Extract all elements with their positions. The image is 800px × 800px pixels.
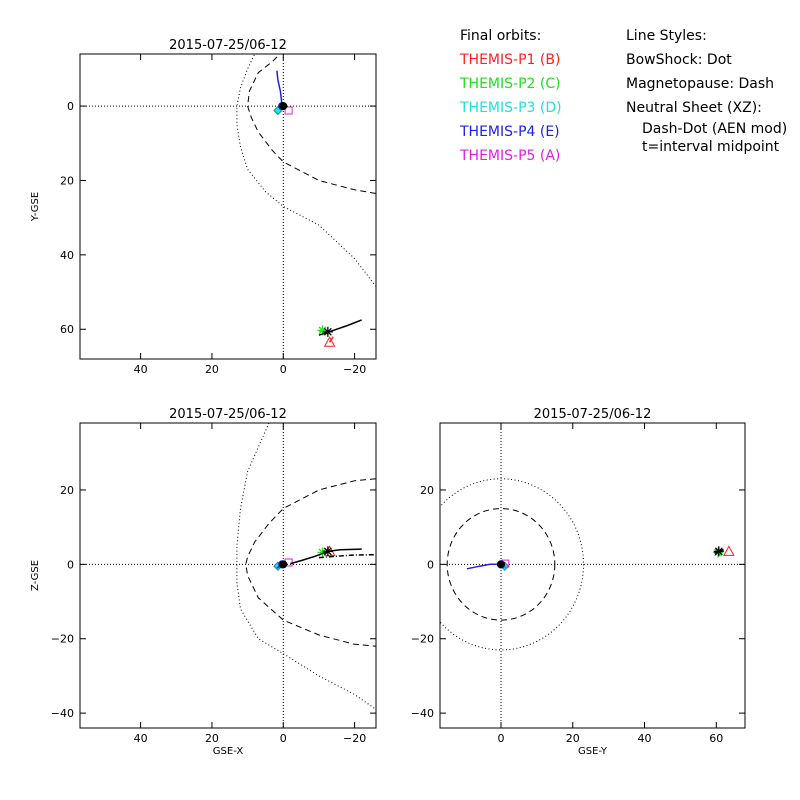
x-tick-label: 40 [638, 732, 652, 745]
bowshock-circle [440, 478, 585, 651]
panel-1-plot-area [80, 54, 376, 359]
series-path-themis-p4-e [466, 563, 501, 570]
bowshock-curve [236, 423, 376, 710]
bowshock-curve [236, 54, 376, 287]
x-tick-label: 20 [205, 732, 219, 745]
panel-frame [439, 422, 746, 729]
marker-themis-p5-a [284, 106, 293, 115]
panel-2: 40 20 0 −20 20 0 −20 −40 2015-07-25/06-12 GSE-X Z-… [30, 407, 377, 757]
x-tick-label: 0 [498, 732, 505, 745]
marker-themis-p1-b [723, 545, 735, 556]
x-axis-label: GSE-X [213, 746, 244, 757]
legend-final-orbits-heading: Final orbits: [460, 28, 542, 44]
y-tick-label: 0 [67, 558, 74, 571]
series-path-themis-p4-e [276, 70, 283, 107]
legend-magnetopause: Magnetopause: Dash [626, 76, 775, 92]
y-axis-label: Z-GSE [30, 560, 41, 591]
y-tick-label: 60 [60, 323, 74, 336]
y-tick-label: −20 [51, 633, 74, 646]
legend-neutral-sheet-style: Dash-Dot (AEN mod) [642, 121, 788, 137]
y-tick-label: 40 [60, 249, 74, 262]
y-tick-label: 20 [420, 484, 434, 497]
y-tick-label: −40 [51, 707, 74, 720]
x-tick-label: 0 [280, 363, 287, 376]
magnetopause-curve [245, 478, 376, 647]
panel-title: 2015-07-25/06-12 [169, 407, 287, 422]
marker-themis-p1-b [323, 336, 336, 347]
y-tick-label: 20 [60, 174, 74, 187]
panel-frame [79, 422, 377, 729]
y-tick-label: −40 [411, 707, 434, 720]
legend-final-orbits: Final orbits: THEMIS-P1 (B) THEMIS-P2 (C… [460, 24, 562, 168]
marker-earth [497, 560, 505, 569]
legend-bowshock: BowShock: Dot [626, 52, 732, 68]
x-tick-label: 20 [566, 732, 580, 745]
marker-neutral-sheet [322, 326, 333, 337]
marker-earth [279, 102, 288, 111]
x-axis-label: GSE-Y [578, 746, 608, 757]
y-tick-label: 0 [67, 100, 74, 113]
y-tick-label: −20 [411, 633, 434, 646]
legend-item-p4: THEMIS-P4 (E) [460, 124, 560, 140]
legend-item-p5: THEMIS-P5 (A) [460, 148, 561, 164]
legend-neutral-sheet: Neutral Sheet (XZ): [626, 100, 762, 116]
x-tick-label: 20 [205, 363, 219, 376]
marker-neutral-sheet [322, 546, 333, 557]
marker-neutral-sheet [713, 546, 724, 557]
y-axis-label: Y-GSE [30, 192, 41, 222]
magnetopause-curve [247, 54, 376, 194]
legend-line-styles-heading: Line Styles: [626, 28, 707, 44]
legend-midpoint: t=interval midpoint [642, 139, 780, 155]
x-tick-label: −20 [343, 363, 366, 376]
y-tick-label: 20 [60, 484, 74, 497]
magnetopause-circle [446, 508, 556, 621]
legend-item-p2: THEMIS-P2 (C) [460, 76, 561, 92]
x-tick-label: −20 [343, 732, 366, 745]
y-tick-label: 0 [427, 558, 434, 571]
panel-1: 40 20 0 −20 0 20 40 60 2015-07-25/06-12 Y-GSE [30, 38, 377, 376]
x-tick-label: 0 [280, 732, 287, 745]
panel-2-plot-area [80, 423, 376, 728]
x-tick-label: 60 [709, 732, 723, 745]
panel-3: 0 20 40 60 20 0 −20 −40 2015-07-25/06-12 GSE-Y [411, 407, 746, 757]
x-tick-label: 40 [134, 732, 148, 745]
panel-title: 2015-07-25/06-12 [169, 38, 287, 53]
panel-frame [79, 53, 377, 360]
panel-3-plot-area [440, 423, 745, 728]
x-tick-label: 40 [134, 363, 148, 376]
panel-title: 2015-07-25/06-12 [534, 407, 652, 422]
legend-item-p1: THEMIS-P1 (B) [460, 52, 561, 68]
legend-item-p3: THEMIS-P3 (D) [460, 100, 562, 116]
legend-line-styles: Line Styles: BowShock: Dot Magnetopause:… [626, 24, 787, 156]
marker-earth [279, 560, 288, 569]
series-path-neutral-sheet [290, 548, 362, 565]
